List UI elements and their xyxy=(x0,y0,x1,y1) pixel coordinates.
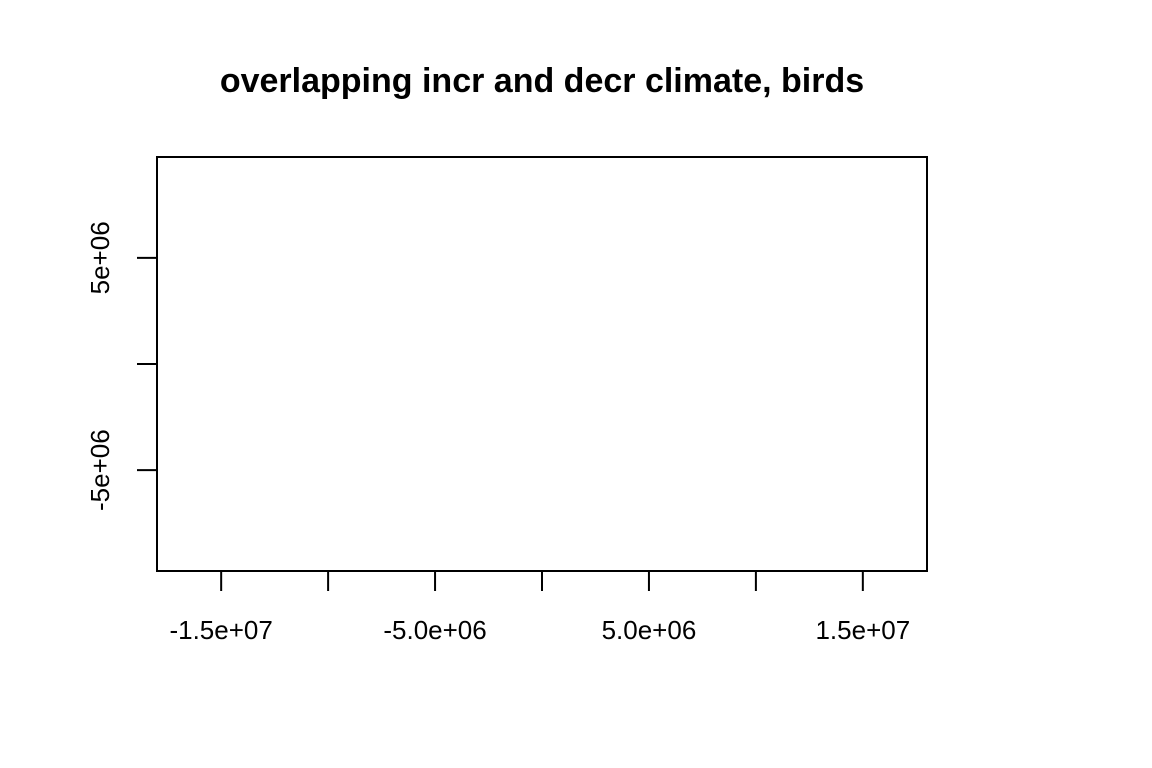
x-tick-label: -1.5e+07 xyxy=(169,615,272,645)
plot-frame xyxy=(156,156,928,572)
x-tick-label: 5.0e+06 xyxy=(602,615,697,645)
y-tick-label: -5e+06 xyxy=(85,429,115,511)
y-axis: -5e+06 5e+06 xyxy=(85,221,157,511)
chart-title: overlapping incr and decr climate, birds xyxy=(220,62,864,100)
x-tick-label: -5.0e+06 xyxy=(383,615,486,645)
x-axis: -1.5e+07 -5.0e+06 5.0e+06 1.5e+07 xyxy=(169,571,910,645)
y-tick-label: 5e+06 xyxy=(85,221,115,294)
x-tick-label: 1.5e+07 xyxy=(815,615,910,645)
